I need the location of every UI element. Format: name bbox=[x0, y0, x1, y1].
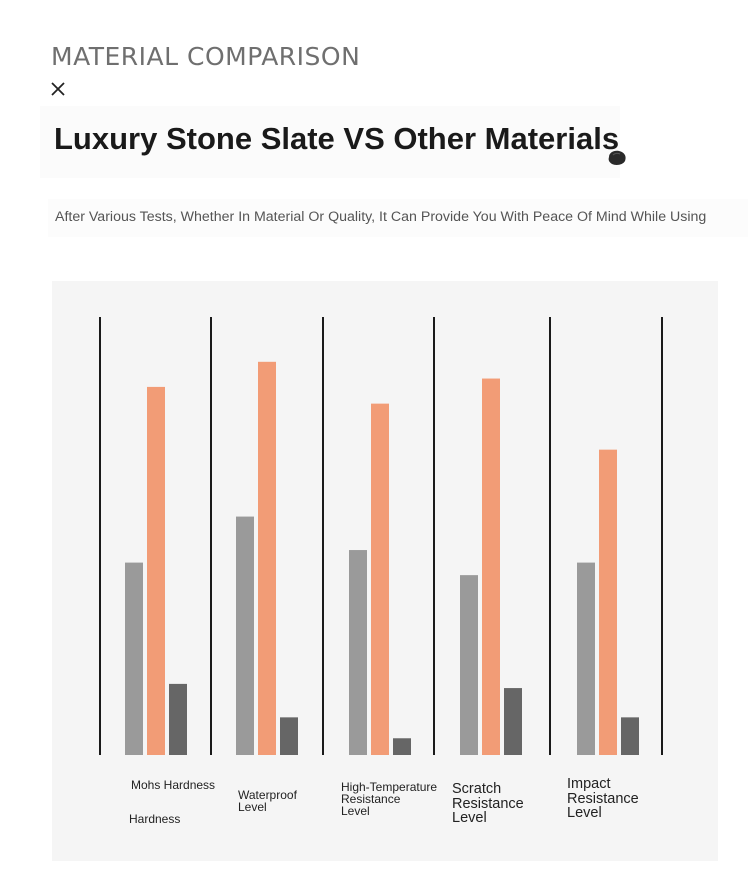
bar-gray-3 bbox=[460, 575, 478, 755]
category-label-impact-resistance: Impact Resistance Level bbox=[567, 776, 639, 821]
section-heading: MATERIAL COMPARISON bbox=[51, 42, 361, 71]
bar-orange-4 bbox=[599, 449, 617, 755]
stone-icon bbox=[608, 150, 626, 165]
category-label-waterproof-level: Waterproof Level bbox=[238, 788, 297, 814]
bar-dark-2 bbox=[393, 738, 411, 755]
bar-dark-0 bbox=[169, 683, 187, 755]
subtitle-panel bbox=[48, 199, 748, 237]
bar-gray-0 bbox=[125, 562, 143, 755]
bar-orange-2 bbox=[371, 403, 389, 755]
page-title: Luxury Stone Slate VS Other Materials bbox=[54, 121, 620, 156]
bar-gray-1 bbox=[236, 516, 254, 755]
bar-orange-1 bbox=[258, 361, 276, 755]
category-label-hardness-repeat: Hardness bbox=[129, 812, 181, 826]
title-panel bbox=[40, 106, 620, 178]
category-label-high-temperature: High-Temperature Resistance Level bbox=[341, 780, 438, 818]
bar-gray-4 bbox=[577, 562, 595, 755]
bar-gray-2 bbox=[349, 550, 367, 755]
bar-orange-0 bbox=[147, 386, 165, 755]
category-label-mohs-hardness: Mohs Hardness bbox=[131, 778, 216, 792]
category-label-scratch-resistance: Scratch Resistance Level bbox=[452, 781, 524, 826]
close-icon[interactable] bbox=[49, 80, 67, 98]
bar-dark-4 bbox=[621, 717, 639, 755]
bar-dark-3 bbox=[504, 688, 522, 755]
bar-orange-3 bbox=[482, 378, 500, 755]
page-subtitle: After Various Tests, Whether In Material… bbox=[55, 209, 707, 225]
bar-dark-1 bbox=[280, 717, 298, 755]
